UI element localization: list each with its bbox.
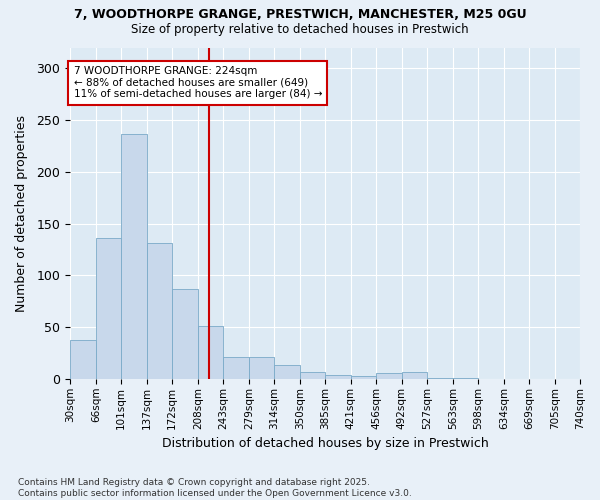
Bar — [325, 375, 351, 379]
Y-axis label: Number of detached properties: Number of detached properties — [15, 114, 28, 312]
Bar — [198, 326, 223, 379]
X-axis label: Distribution of detached houses by size in Prestwich: Distribution of detached houses by size … — [161, 437, 488, 450]
Bar — [121, 134, 147, 379]
Bar — [580, 377, 600, 379]
Bar — [274, 366, 300, 379]
Text: 7 WOODTHORPE GRANGE: 224sqm
← 88% of detached houses are smaller (649)
11% of se: 7 WOODTHORPE GRANGE: 224sqm ← 88% of det… — [74, 66, 322, 100]
Text: Size of property relative to detached houses in Prestwich: Size of property relative to detached ho… — [131, 22, 469, 36]
Bar — [402, 372, 427, 379]
Bar — [300, 372, 325, 379]
Bar — [223, 357, 249, 379]
Bar — [147, 243, 172, 379]
Bar — [96, 238, 121, 379]
Bar — [351, 376, 376, 379]
Bar — [453, 378, 478, 379]
Text: 7, WOODTHORPE GRANGE, PRESTWICH, MANCHESTER, M25 0GU: 7, WOODTHORPE GRANGE, PRESTWICH, MANCHES… — [74, 8, 526, 20]
Bar — [249, 357, 274, 379]
Text: Contains HM Land Registry data © Crown copyright and database right 2025.
Contai: Contains HM Land Registry data © Crown c… — [18, 478, 412, 498]
Bar — [427, 378, 453, 379]
Bar — [172, 289, 198, 379]
Bar — [70, 340, 96, 379]
Bar — [376, 372, 402, 379]
